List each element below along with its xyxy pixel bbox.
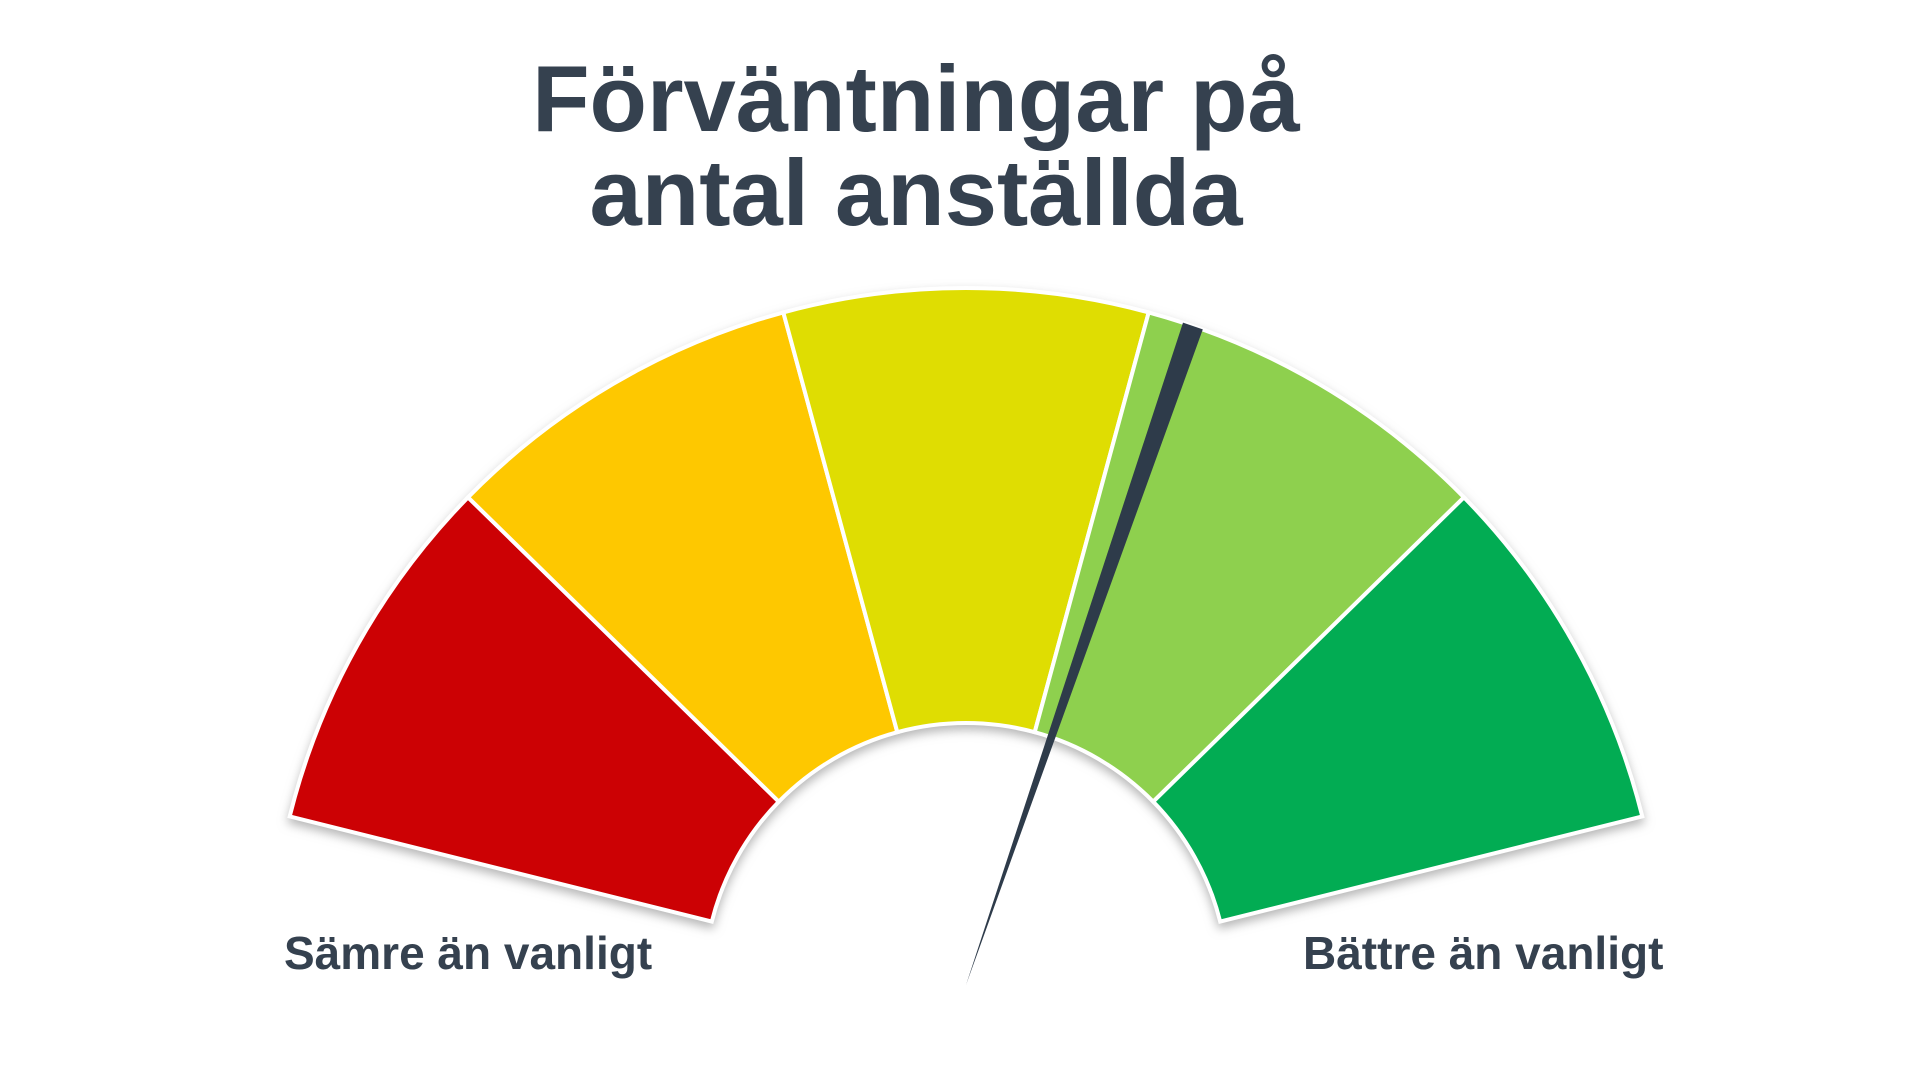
chart-title: Förväntningar på antal anställda xyxy=(0,52,1832,240)
gauge-segment-5 xyxy=(1150,494,1645,925)
gauge-segment-2 xyxy=(465,309,900,805)
gauge-segment-3 xyxy=(780,286,1152,735)
gauge-segments xyxy=(287,286,1645,925)
gauge-max-label: Bättre än vanligt xyxy=(1303,927,1664,979)
chart-title-line2: antal anställda xyxy=(589,140,1243,245)
gauge-needle-icon xyxy=(966,322,1203,986)
gauge-segment-1 xyxy=(287,494,782,925)
chart-title-line1: Förväntningar på xyxy=(532,46,1300,151)
gauge-segment-4 xyxy=(1032,309,1467,805)
gauge-min-label: Sämre än vanligt xyxy=(284,927,653,979)
